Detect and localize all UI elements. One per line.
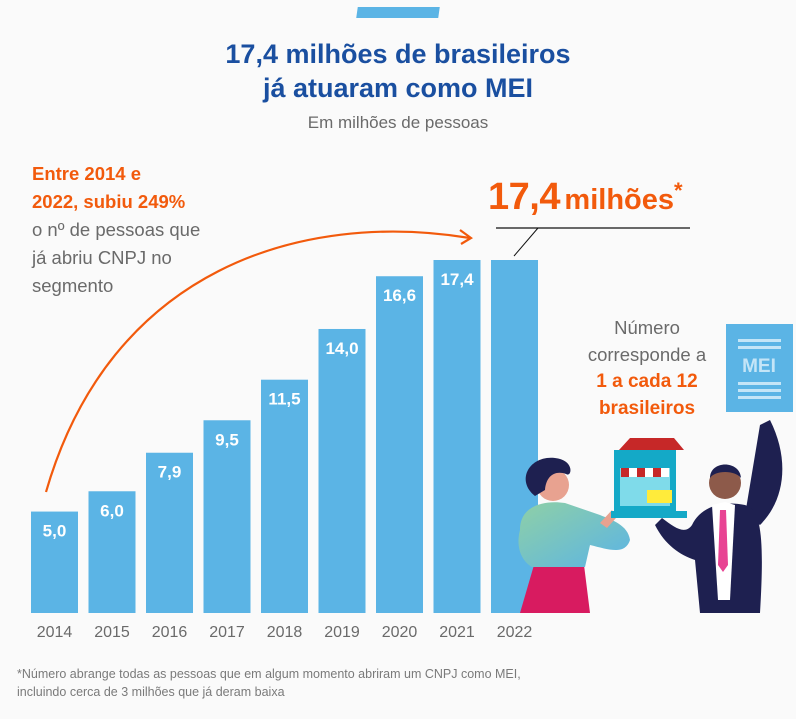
ratio-line2: corresponde a — [587, 344, 707, 365]
growth-highlight-2: 2022, subiu 249% — [32, 191, 186, 212]
bar-value-label: 14,0 — [325, 339, 358, 358]
bar-2019 — [318, 328, 366, 613]
mei-sign-icon: MEI — [726, 324, 793, 412]
mei-sign-text: MEI — [742, 356, 776, 377]
bar-value-label: 17,4 — [440, 270, 474, 289]
bar-value-label: 7,9 — [158, 463, 182, 482]
footnote-line1: *Número abrange todas as pessoas que em … — [17, 667, 521, 681]
x-tick-label: 2019 — [324, 624, 360, 641]
bar-2017 — [203, 420, 251, 613]
chart-title-line2: já atuaram como MEI — [262, 73, 534, 103]
x-tick-label: 2021 — [439, 624, 475, 641]
footnote-line2: incluindo cerca de 3 milhões que já dera… — [17, 685, 285, 699]
callout-unit: milhões — [564, 184, 675, 216]
x-tick-label: 2022 — [497, 624, 533, 641]
ratio-line1: Número — [614, 317, 680, 338]
callout-asterisk: * — [674, 178, 683, 203]
bar-value-label: 16,6 — [383, 286, 416, 305]
total-callout: 17,4 milhões* — [488, 176, 683, 219]
callout-leader-line — [513, 227, 539, 257]
bar-2021 — [433, 260, 481, 613]
footnote: *Número abrange todas as pessoas que em … — [17, 665, 617, 701]
x-tick-label: 2020 — [382, 624, 418, 641]
ratio-note: Número corresponde a 1 a cada 12 brasile… — [572, 314, 722, 422]
growth-text: o nº de pessoas que já abriu CNPJ no seg… — [32, 219, 201, 296]
x-tick-label: 2018 — [267, 624, 303, 641]
growth-arrowhead — [459, 229, 473, 245]
bar-value-label: 5,0 — [43, 522, 67, 541]
ratio-highlight-2: brasileiros — [598, 398, 696, 419]
bar-2018 — [261, 379, 308, 613]
x-tick-label: 2016 — [152, 624, 188, 641]
woman-illustration — [518, 457, 630, 613]
man-illustration — [655, 420, 783, 613]
bar-2015 — [88, 491, 136, 613]
x-tick-label: 2015 — [94, 624, 130, 641]
x-tick-label: 2014 — [37, 624, 73, 641]
bar-value-label: 11,5 — [268, 390, 300, 409]
bar-value-label: 6,0 — [100, 501, 124, 520]
chart-title-line1: 17,4 milhões de brasileiros — [225, 39, 571, 69]
callout-number: 17,4 — [488, 176, 560, 218]
growth-note: Entre 2014 e 2022, subiu 249% o nº de pe… — [32, 160, 262, 300]
labels-group: 5,0 2014 6,0 2015 7,9 2016 9,5 2017 11,5 2018 14,0… — [37, 270, 533, 641]
bar-2020 — [376, 276, 423, 613]
bar-2016 — [146, 452, 193, 613]
bar-value-label: 9,5 — [215, 430, 239, 449]
x-tick-label: 2017 — [209, 624, 245, 641]
growth-arrow — [44, 230, 471, 493]
chart-subtitle: Em milhões de pessoas — [307, 113, 489, 132]
ratio-highlight-1: 1 a cada 12 — [596, 371, 698, 392]
store-icon — [611, 438, 687, 518]
bars-group — [31, 260, 538, 613]
growth-highlight-1: Entre 2014 e — [32, 163, 142, 184]
bar-2014 — [31, 511, 78, 613]
